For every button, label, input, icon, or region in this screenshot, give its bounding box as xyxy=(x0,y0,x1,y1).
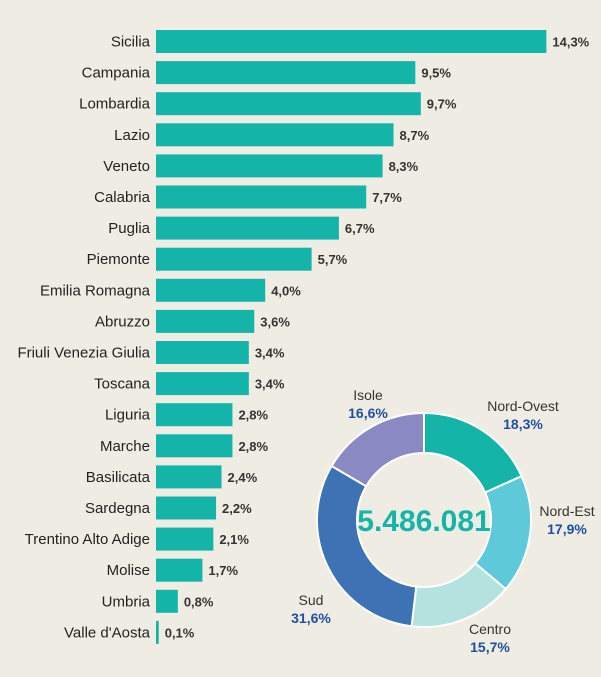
slice-name-label: Centro xyxy=(469,621,511,637)
bar xyxy=(156,30,547,53)
category-label: Molise xyxy=(107,562,150,579)
slice-value-label: 17,9% xyxy=(547,521,587,537)
bar xyxy=(156,154,383,178)
bar xyxy=(156,403,233,427)
bar-value-label: 14,3% xyxy=(552,35,589,50)
bar-value-label: 1,7% xyxy=(208,563,238,578)
slice-name-label: Isole xyxy=(353,387,383,403)
bar-value-label: 2,8% xyxy=(238,408,268,423)
bar-value-label: 3,4% xyxy=(255,346,285,361)
slice-name-label: Nord-Est xyxy=(539,503,594,519)
bar-value-label: 9,7% xyxy=(427,97,457,112)
slice-name-label: Nord-Ovest xyxy=(487,398,559,414)
bar xyxy=(156,527,214,551)
bar-chart: Sicilia 14,3% Campania 9,5% Lombardia 9,7% Laz… xyxy=(17,30,590,644)
bar-value-label: 2,4% xyxy=(228,470,258,485)
category-label: Calabria xyxy=(94,189,151,206)
bar xyxy=(156,216,339,240)
bar xyxy=(156,247,312,271)
category-label: Piemonte xyxy=(87,251,150,268)
bar-value-label: 0,8% xyxy=(184,594,214,609)
category-label: Trentino Alto Adige xyxy=(25,531,150,548)
bar xyxy=(156,278,266,302)
bar xyxy=(156,496,217,520)
category-label: Friuli Venezia Giulia xyxy=(17,345,150,362)
category-label: Umbria xyxy=(102,593,151,610)
bar xyxy=(156,465,222,489)
bar-value-label: 2,8% xyxy=(238,439,268,454)
category-label: Liguria xyxy=(105,407,151,424)
category-label: Emilia Romagna xyxy=(40,282,151,299)
bar xyxy=(156,185,367,209)
donut-center-total: 5.486.081 xyxy=(357,505,490,538)
bar xyxy=(156,620,159,644)
category-label: Sicilia xyxy=(111,34,151,51)
bar-value-label: 4,0% xyxy=(271,283,301,298)
slice-name-label: Sud xyxy=(299,592,324,608)
category-label: Veneto xyxy=(103,158,150,175)
bar xyxy=(156,341,249,364)
bar xyxy=(156,558,203,582)
slice-value-label: 18,3% xyxy=(503,416,543,432)
bar-value-label: 9,5% xyxy=(421,66,451,81)
bar xyxy=(156,372,249,396)
bar-value-label: 2,1% xyxy=(219,532,249,547)
category-label: Toscana xyxy=(94,376,151,393)
bar xyxy=(156,61,416,85)
bar-value-label: 8,7% xyxy=(400,128,430,143)
category-label: Lombardia xyxy=(79,96,151,113)
slice-value-label: 31,6% xyxy=(291,610,331,626)
category-label: Abruzzo xyxy=(95,313,150,330)
bar xyxy=(156,92,421,116)
slice-value-label: 16,6% xyxy=(348,405,388,421)
slice-value-label: 15,7% xyxy=(470,639,510,655)
bar xyxy=(156,434,233,458)
bar-value-label: 6,7% xyxy=(345,221,375,236)
bar-value-label: 3,4% xyxy=(255,377,285,392)
category-label: Sardegna xyxy=(85,500,151,517)
category-label: Campania xyxy=(82,65,151,82)
bar-value-label: 2,2% xyxy=(222,501,252,516)
category-label: Marche xyxy=(100,438,150,455)
category-label: Valle d'Aosta xyxy=(64,624,151,641)
bar-value-label: 5,7% xyxy=(318,252,348,267)
bar xyxy=(156,309,255,333)
bar-value-label: 3,6% xyxy=(260,314,290,329)
donut-slice xyxy=(330,411,425,488)
bar-value-label: 0,1% xyxy=(165,625,195,640)
bar xyxy=(156,123,394,147)
donut-chart: Nord-Ovest 18,3% Nord-Est 17,9% Centro 15,7% S… xyxy=(291,387,595,655)
category-label: Lazio xyxy=(114,127,150,144)
category-label: Basilicata xyxy=(86,469,151,486)
bar-value-label: 7,7% xyxy=(372,190,402,205)
bar xyxy=(156,589,178,613)
donut-slice xyxy=(316,464,418,628)
bar-value-label: 8,3% xyxy=(389,159,419,174)
category-label: Puglia xyxy=(108,220,150,237)
